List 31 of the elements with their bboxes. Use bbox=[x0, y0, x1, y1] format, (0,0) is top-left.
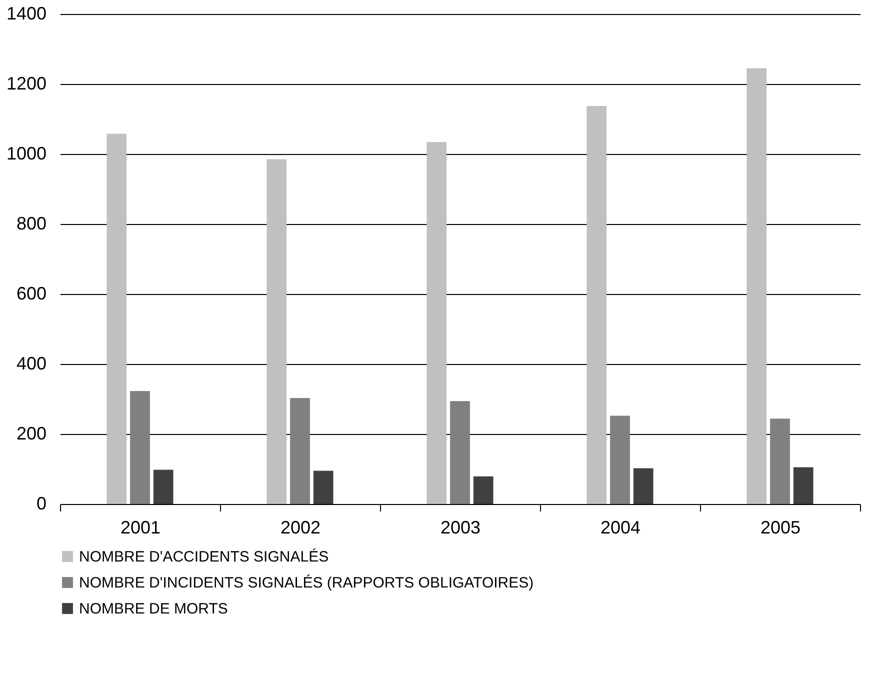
bar bbox=[313, 470, 334, 504]
y-tick-label: 0 bbox=[36, 494, 46, 514]
y-tick-label: 1400 bbox=[6, 4, 46, 24]
bar bbox=[586, 106, 607, 504]
y-tick-label: 1200 bbox=[6, 74, 46, 94]
y-tick-label: 600 bbox=[16, 284, 46, 304]
bar bbox=[746, 68, 767, 504]
x-tick-label: 2002 bbox=[280, 518, 321, 538]
bar bbox=[266, 159, 287, 504]
bar bbox=[290, 398, 310, 504]
bar bbox=[130, 390, 150, 504]
bar bbox=[633, 468, 654, 504]
legend-label: NOMBRE D'INCIDENTS SIGNALÉS (RAPPORTS OBLIGATOIRES) bbox=[79, 574, 534, 592]
bar bbox=[153, 470, 174, 504]
x-tick-label: 2005 bbox=[760, 518, 801, 538]
bar bbox=[106, 134, 127, 504]
y-tick-label: 800 bbox=[16, 214, 46, 234]
bar bbox=[473, 476, 494, 504]
y-tick-label: 200 bbox=[16, 424, 46, 444]
bar bbox=[426, 142, 447, 504]
bar bbox=[610, 416, 630, 504]
legend-label: NOMBRE D'ACCIDENTS SIGNALÉS bbox=[79, 548, 329, 566]
y-tick-label: 400 bbox=[16, 354, 46, 374]
bar bbox=[793, 467, 814, 504]
legend-label: NOMBRE DE MORTS bbox=[79, 600, 228, 618]
x-tick-label: 2003 bbox=[440, 518, 481, 538]
x-tick-label: 2001 bbox=[120, 518, 161, 538]
bar bbox=[450, 401, 470, 504]
x-tick-label: 2004 bbox=[600, 518, 641, 538]
y-tick-label: 1000 bbox=[6, 144, 46, 164]
bar bbox=[770, 418, 790, 504]
